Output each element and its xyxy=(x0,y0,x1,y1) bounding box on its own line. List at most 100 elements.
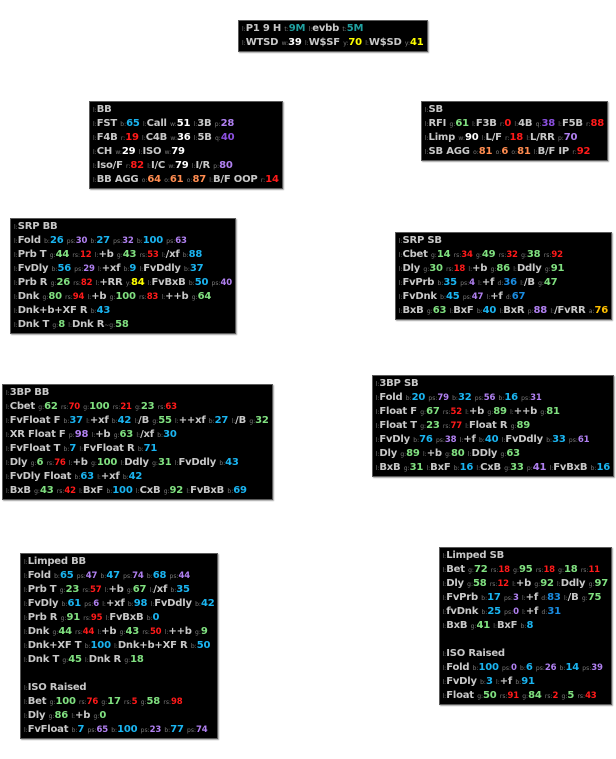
stat-value[interactable]: p:98 xyxy=(69,429,89,440)
stat-value[interactable]: rs:53 xyxy=(140,249,159,260)
stat-value[interactable]: r:19 xyxy=(121,132,139,143)
stat-value[interactable]: b:16 xyxy=(499,392,519,403)
stat-value[interactable]: g:23 xyxy=(60,584,80,595)
stat-value[interactable]: ps:47 xyxy=(463,291,484,302)
stat-value[interactable]: q:40 xyxy=(215,132,235,143)
stat-value[interactable]: w:79 xyxy=(165,146,185,157)
stat-value[interactable]: g:58 xyxy=(141,696,161,707)
stat-value[interactable]: ps:47 xyxy=(77,570,98,581)
stat-value[interactable]: b:40 xyxy=(477,305,497,316)
stat-value[interactable]: g:95 xyxy=(513,564,533,575)
stat-value[interactable]: t:9M xyxy=(284,23,305,34)
stat-value[interactable]: g:41 xyxy=(471,620,491,631)
stat-value[interactable]: g:18 xyxy=(558,564,578,575)
stat-value[interactable]: g:55 xyxy=(152,415,172,426)
stat-value[interactable]: g:89 xyxy=(511,420,531,431)
stat-value[interactable]: g:63 xyxy=(501,448,521,459)
stat-value[interactable]: b:6 xyxy=(520,662,533,673)
stat-value[interactable]: b:69 xyxy=(227,485,247,496)
stat-value[interactable]: rs:52 xyxy=(443,406,462,417)
stat-value[interactable]: b:35 xyxy=(170,584,190,595)
stat-value[interactable]: b:40 xyxy=(479,434,499,445)
stat-value[interactable]: g:100 xyxy=(110,291,136,302)
stat-value[interactable]: ~g:58 xyxy=(104,319,129,330)
stat-value[interactable]: ps:39 xyxy=(582,662,603,673)
stat-value[interactable]: b:16 xyxy=(591,462,611,473)
stat-value[interactable]: g:61 xyxy=(449,118,469,129)
stat-value[interactable]: p:80 xyxy=(213,160,233,171)
stat-value[interactable]: b:65 xyxy=(120,118,140,129)
stat-value[interactable]: b:65 xyxy=(54,570,74,581)
stat-value[interactable]: g:81 xyxy=(540,406,560,417)
stat-value[interactable]: p:88 xyxy=(528,305,548,316)
stat-value[interactable]: g:92 xyxy=(164,485,184,496)
stat-value[interactable]: w:36 xyxy=(170,132,190,143)
stat-value[interactable]: w:29 xyxy=(115,146,135,157)
limped-bb-panel[interactable]: l:Limped BB l:Fold b:65 ps:47 b:47 ps:74 … xyxy=(20,553,219,739)
stat-value[interactable]: g:50 xyxy=(477,690,497,701)
srp-sb-panel[interactable]: l:SRP SB l:Cbet g:14 rs:34 g:49 rs:32 g:3… xyxy=(394,232,612,320)
stat-value[interactable]: g:45 xyxy=(62,654,82,665)
stat-value[interactable]: b:3 xyxy=(480,676,493,687)
stat-value[interactable]: b:91 xyxy=(515,676,535,687)
stat-value[interactable]: g:9 xyxy=(195,626,208,637)
stat-value[interactable]: b:25 xyxy=(481,606,501,617)
stat-value[interactable]: rs:76 xyxy=(79,696,98,707)
stat-value[interactable]: w:90 xyxy=(458,132,478,143)
stat-value[interactable]: b:50 xyxy=(191,640,211,651)
stat-value[interactable]: ps:44 xyxy=(170,570,191,581)
stat-value[interactable]: b:33 xyxy=(546,434,566,445)
stat-value[interactable]: ps:74 xyxy=(187,724,208,735)
stat-value[interactable]: b:42 xyxy=(123,471,143,482)
stat-value[interactable]: b:50 xyxy=(189,277,209,288)
stat-value[interactable]: b:9 xyxy=(124,263,137,274)
stat-value[interactable]: b:100 xyxy=(137,235,163,246)
stat-value[interactable]: ps:79 xyxy=(428,392,449,403)
stat-value[interactable]: b:7 xyxy=(72,724,85,735)
stat-value[interactable]: g:91 xyxy=(545,263,565,274)
stat-value[interactable]: b:68 xyxy=(147,570,167,581)
stat-value[interactable]: rs:50 xyxy=(142,626,161,637)
stat-value[interactable]: rs:94 xyxy=(65,291,84,302)
stat-value[interactable]: b:88 xyxy=(183,249,203,260)
stat-value[interactable]: r:18 xyxy=(505,132,523,143)
stat-value[interactable]: b:37 xyxy=(184,263,204,274)
stat-value[interactable]: b:77 xyxy=(164,724,184,735)
stat-value[interactable]: w:39 xyxy=(282,37,302,48)
stat-value[interactable]: g:100 xyxy=(50,696,76,707)
stat-value[interactable]: q:38 xyxy=(536,118,556,129)
stat-value[interactable]: b:8 xyxy=(521,620,534,631)
stat-value[interactable]: b:100 xyxy=(106,485,132,496)
stat-value[interactable]: d:36 xyxy=(498,277,518,288)
bb-stats-panel[interactable]: l:BB l:FST b:65 l:Call w:51 l:3B p:28 l:F4… xyxy=(89,101,283,189)
stat-value[interactable]: g:89 xyxy=(487,406,507,417)
stat-value[interactable]: d:67 xyxy=(506,291,526,302)
stat-value[interactable]: b:42 xyxy=(195,598,215,609)
stat-value[interactable]: ps:6 xyxy=(84,598,99,609)
stat-value[interactable]: g:97 xyxy=(589,578,609,589)
stat-value[interactable]: g:80 xyxy=(42,291,62,302)
stat-value[interactable]: g:100 xyxy=(83,401,109,412)
stat-value[interactable]: b:7 xyxy=(64,443,77,454)
srp-bb-panel[interactable]: l:SRP BB l:Fold b:26 ps:30 b:27 ps:32 b:1… xyxy=(10,218,236,334)
stat-value[interactable]: rs:70 xyxy=(61,401,80,412)
sb-stats-panel[interactable]: l:SB l:RFI g:61 l:F3B r:0 l:4B q:38 l:F5B… xyxy=(420,101,608,161)
stat-value[interactable]: b:63 xyxy=(75,471,95,482)
3bp-sb-panel[interactable]: l:3BP SB l:Fold b:20 ps:79 b:32 ps:56 b:1… xyxy=(371,375,614,477)
stat-value[interactable]: g:75 xyxy=(582,592,602,603)
stat-value[interactable]: ps:65 xyxy=(88,724,109,735)
stat-value[interactable]: p:70 xyxy=(558,132,578,143)
stat-value[interactable]: b:98 xyxy=(128,598,148,609)
stat-value[interactable]: w:51 xyxy=(170,118,190,129)
stat-value[interactable]: g:43 xyxy=(120,626,140,637)
stat-value[interactable]: ps:61 xyxy=(569,434,590,445)
stat-value[interactable]: g:23 xyxy=(135,401,155,412)
stat-value[interactable]: b:56 xyxy=(52,263,72,274)
stat-value[interactable]: ps:29 xyxy=(74,263,95,274)
stat-value[interactable]: rs:18 xyxy=(536,564,555,575)
stat-value[interactable]: b:30 xyxy=(157,429,177,440)
stat-value[interactable]: g:86 xyxy=(491,263,511,274)
stat-value[interactable]: rs:95 xyxy=(83,612,102,623)
stat-value[interactable]: g:89 xyxy=(400,448,420,459)
stat-value[interactable]: rs:18 xyxy=(446,263,465,274)
